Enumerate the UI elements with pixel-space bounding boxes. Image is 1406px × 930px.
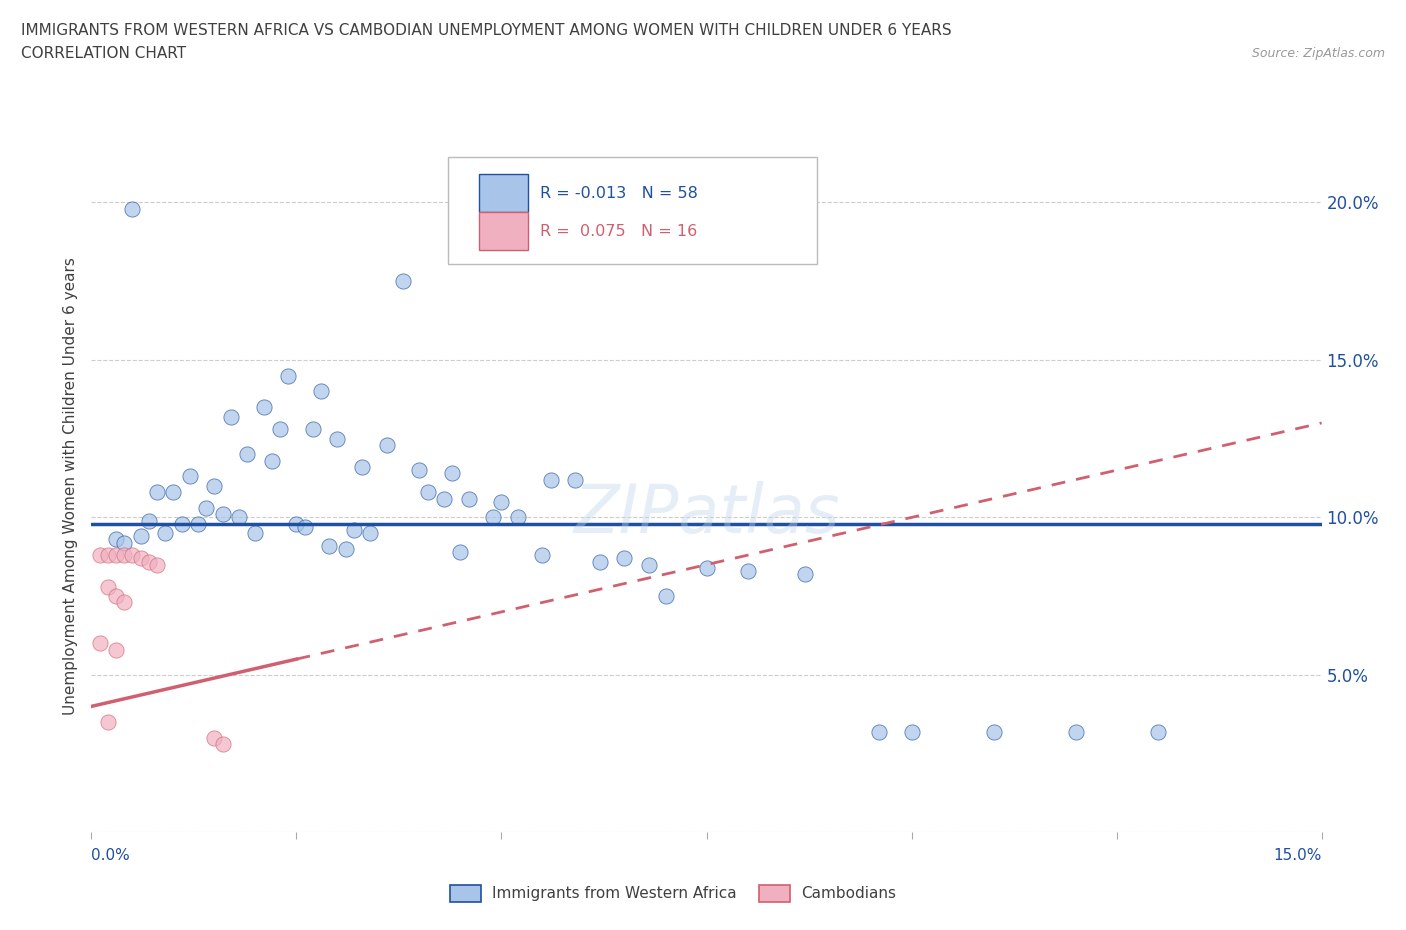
Point [105, 643, 127, 658]
Point [211, 737, 233, 751]
FancyBboxPatch shape [449, 157, 817, 264]
Point [318, 538, 340, 553]
Point [269, 422, 291, 437]
Point [146, 557, 169, 572]
Point [654, 589, 676, 604]
Point [868, 724, 890, 739]
Point [540, 472, 562, 487]
Text: 0.0%: 0.0% [91, 848, 131, 863]
Point [793, 566, 815, 581]
Point [613, 551, 636, 565]
Point [253, 400, 276, 415]
Point [482, 510, 505, 525]
Point [301, 422, 323, 437]
Point [129, 529, 152, 544]
Point [138, 513, 160, 528]
Point [162, 485, 184, 499]
Point [491, 494, 513, 509]
Point [105, 589, 127, 604]
Point [112, 535, 135, 550]
Y-axis label: Unemployment Among Women with Children Under 6 years: Unemployment Among Women with Children U… [63, 257, 79, 715]
Point [245, 525, 267, 540]
Point [506, 510, 529, 525]
Point [170, 516, 193, 531]
Point [638, 557, 661, 572]
Point [138, 554, 160, 569]
Point [105, 532, 127, 547]
Point [335, 541, 357, 556]
Text: CORRELATION CHART: CORRELATION CHART [21, 46, 186, 61]
Point [105, 548, 127, 563]
Point [589, 554, 612, 569]
Point [211, 507, 233, 522]
Point [392, 273, 415, 288]
Text: Source: ZipAtlas.com: Source: ZipAtlas.com [1251, 46, 1385, 60]
Point [326, 432, 349, 446]
Point [277, 368, 299, 383]
Point [983, 724, 1005, 739]
Point [1146, 724, 1168, 739]
Point [153, 525, 177, 540]
Point [228, 510, 250, 525]
Point [695, 561, 717, 576]
Point [441, 466, 464, 481]
Point [359, 525, 381, 540]
Point [408, 463, 430, 478]
Point [89, 548, 111, 563]
Point [112, 548, 135, 563]
Point [260, 453, 283, 468]
Point [343, 523, 366, 538]
Point [112, 595, 135, 610]
FancyBboxPatch shape [479, 212, 529, 250]
Point [187, 516, 209, 531]
Point [146, 485, 169, 499]
Point [737, 564, 759, 578]
Text: Cambodians: Cambodians [801, 886, 897, 901]
Point [236, 447, 259, 462]
Point [457, 491, 479, 506]
Point [179, 469, 201, 484]
Point [97, 714, 120, 729]
Text: IMMIGRANTS FROM WESTERN AFRICA VS CAMBODIAN UNEMPLOYMENT AMONG WOMEN WITH CHILDR: IMMIGRANTS FROM WESTERN AFRICA VS CAMBOD… [21, 23, 952, 38]
Point [285, 516, 308, 531]
Text: Immigrants from Western Africa: Immigrants from Western Africa [492, 886, 737, 901]
Point [564, 472, 586, 487]
Point [1064, 724, 1087, 739]
Point [121, 548, 143, 563]
Text: R =  0.075   N = 16: R = 0.075 N = 16 [540, 224, 697, 239]
Point [900, 724, 922, 739]
Point [449, 545, 471, 560]
Point [97, 579, 120, 594]
Point [219, 409, 242, 424]
Point [294, 520, 316, 535]
Point [202, 478, 225, 493]
Point [433, 491, 456, 506]
Text: 15.0%: 15.0% [1274, 848, 1322, 863]
Point [97, 548, 120, 563]
Text: ZIPatlas: ZIPatlas [574, 481, 839, 547]
Point [531, 548, 554, 563]
Point [309, 384, 332, 399]
Text: R = -0.013   N = 58: R = -0.013 N = 58 [540, 186, 699, 201]
Point [89, 636, 111, 651]
Point [129, 551, 152, 565]
Point [202, 730, 225, 745]
Point [416, 485, 439, 499]
Point [375, 437, 398, 452]
FancyBboxPatch shape [479, 174, 529, 212]
Point [121, 201, 143, 216]
Point [352, 459, 374, 474]
Point [195, 500, 218, 515]
